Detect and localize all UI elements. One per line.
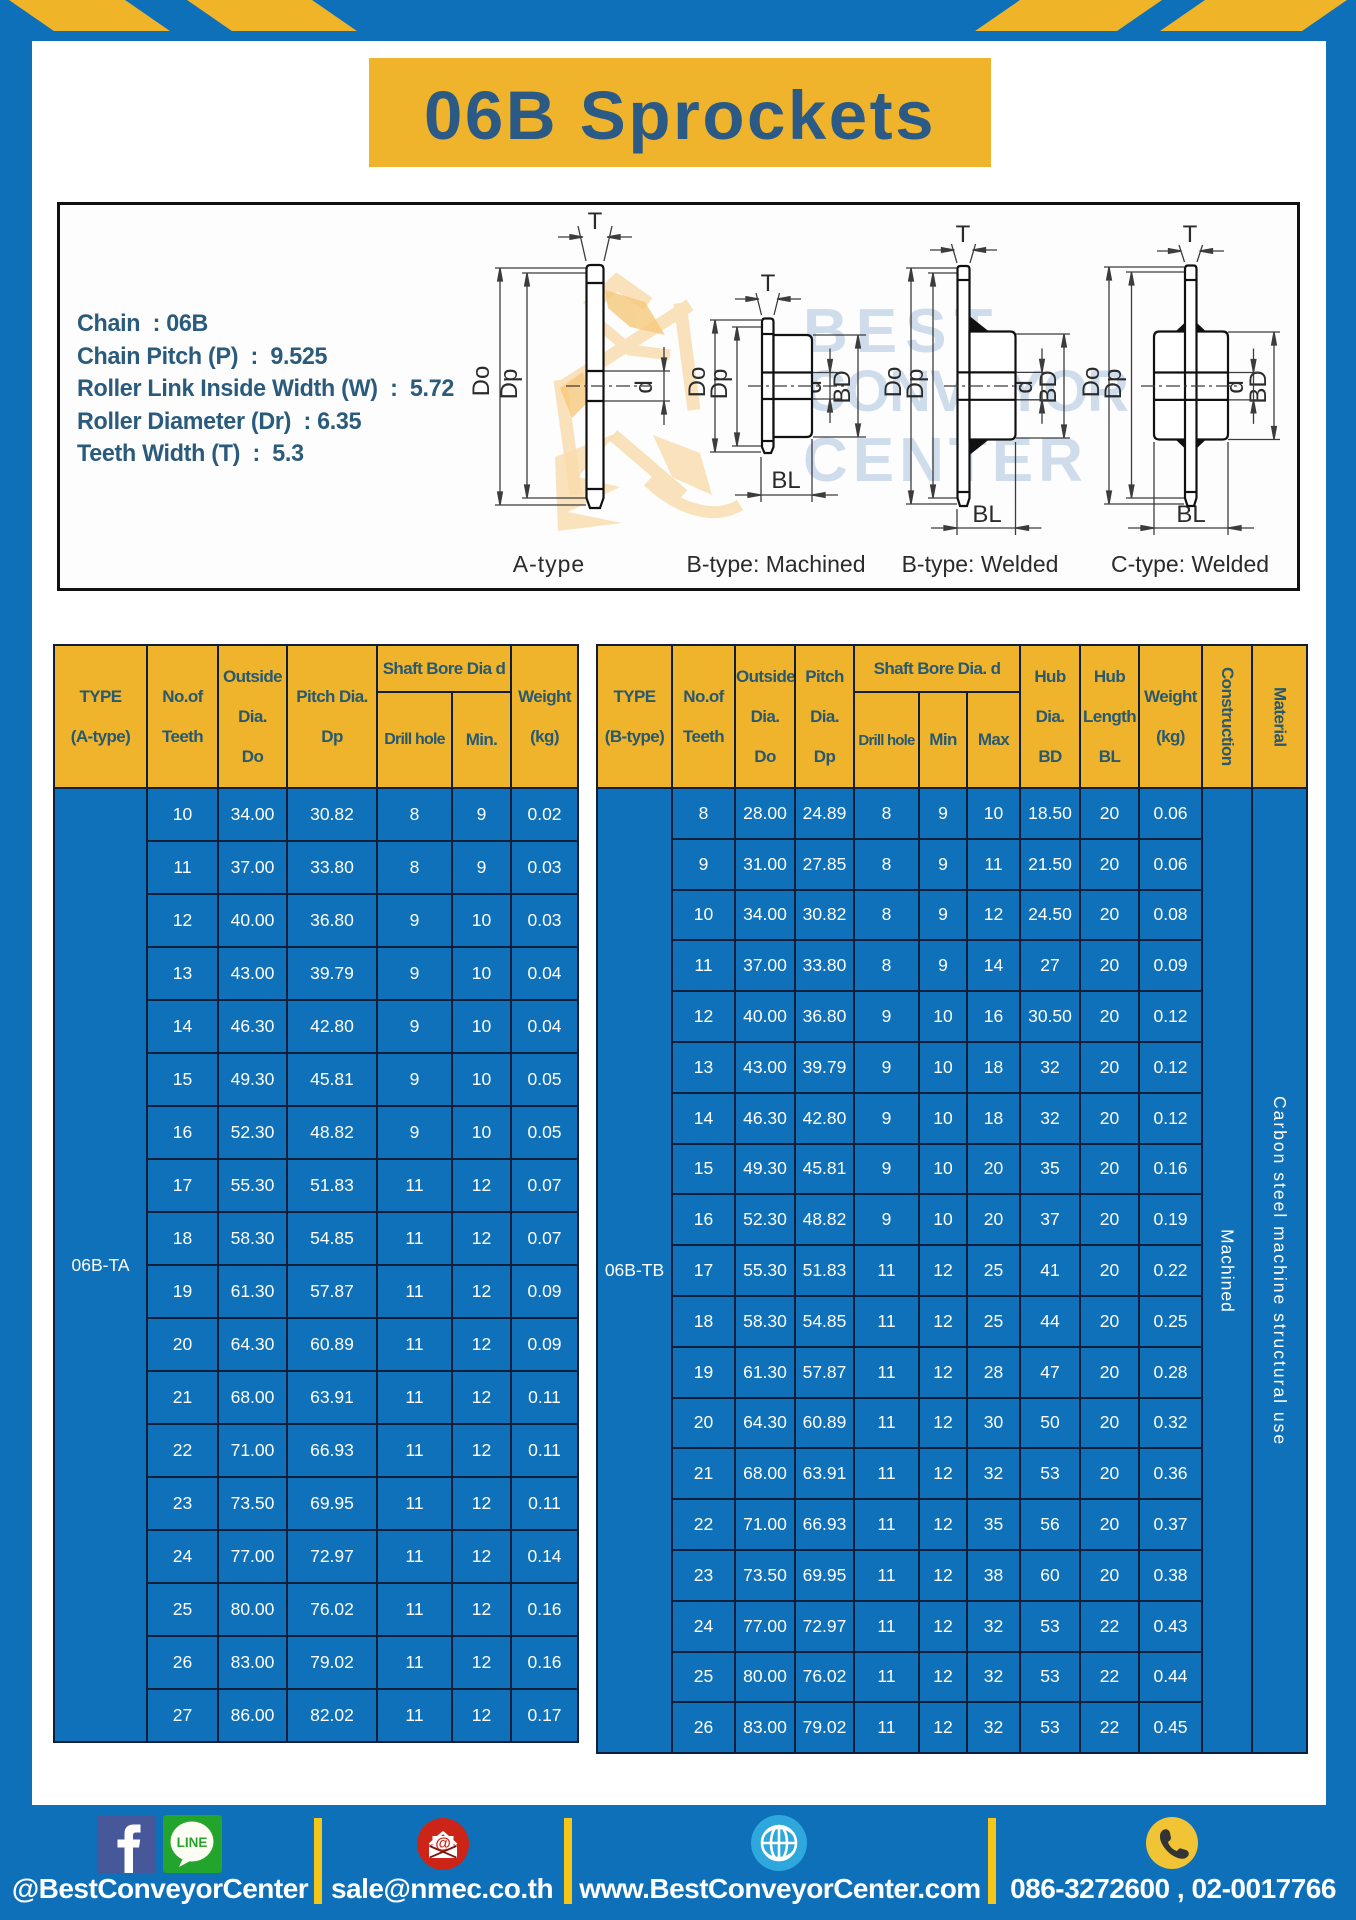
svg-text:Do: Do	[468, 366, 495, 397]
svg-text:C-type: Welded: C-type: Welded	[1111, 551, 1269, 577]
svg-text:T: T	[1183, 221, 1198, 248]
svg-text:BL: BL	[972, 501, 1001, 528]
svg-text:@: @	[435, 1836, 451, 1853]
svg-text:Dp: Dp	[496, 369, 523, 400]
svg-text:T: T	[761, 270, 776, 297]
svg-text:B-type: Machined: B-type: Machined	[687, 551, 866, 577]
svg-text:BD: BD	[1245, 370, 1272, 403]
svg-text:B-type: Welded: B-type: Welded	[902, 551, 1059, 577]
svg-text:Do: Do	[1078, 367, 1105, 398]
svg-text:Do: Do	[684, 367, 711, 398]
svg-text:Dp: Dp	[902, 369, 929, 400]
svg-text:A-type: A-type	[513, 551, 585, 577]
svg-text:Dp: Dp	[1100, 369, 1127, 400]
svg-text:BL: BL	[771, 467, 800, 494]
svg-text:d: d	[1011, 380, 1038, 393]
svg-text:d: d	[631, 380, 658, 393]
svg-text:BD: BD	[1035, 370, 1062, 403]
svg-text:Dp: Dp	[706, 369, 733, 400]
svg-text:T: T	[588, 208, 603, 235]
svg-text:LINE: LINE	[177, 1835, 208, 1850]
svg-text:T: T	[956, 221, 971, 248]
svg-text:Do: Do	[880, 367, 907, 398]
svg-text:BD: BD	[829, 370, 856, 403]
